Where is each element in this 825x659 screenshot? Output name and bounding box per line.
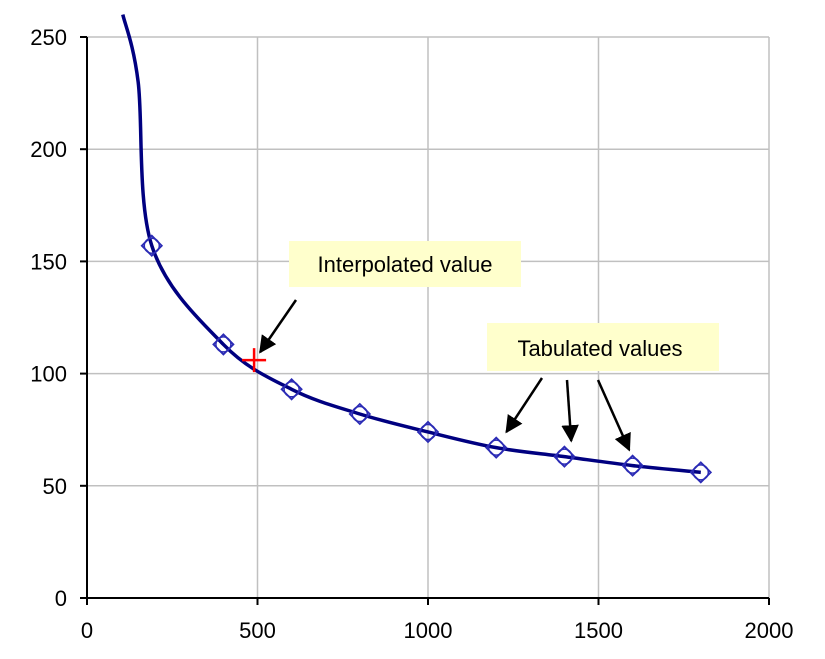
tabulated-point bbox=[621, 454, 644, 477]
y-tick-label: 250 bbox=[30, 25, 67, 50]
marker-ring bbox=[624, 457, 641, 474]
tabulated-point bbox=[348, 402, 372, 426]
marker-ring bbox=[419, 423, 437, 441]
annotation-arrow bbox=[561, 379, 579, 443]
tabulated-markers bbox=[140, 234, 713, 484]
marker-ring bbox=[351, 405, 369, 423]
x-tick-label: 500 bbox=[239, 618, 276, 643]
y-tick-label: 50 bbox=[43, 474, 67, 499]
x-tick-label: 1000 bbox=[404, 618, 453, 643]
annotations: Interpolated value Tabulated values bbox=[259, 241, 719, 452]
x-tick-label: 2000 bbox=[745, 618, 794, 643]
tabulated-point bbox=[553, 445, 576, 468]
interpolated-marker bbox=[242, 348, 267, 373]
tabulated-annotation: Tabulated values bbox=[487, 323, 719, 452]
tabulated-point bbox=[416, 420, 440, 444]
note-box bbox=[487, 323, 719, 371]
marker-ring bbox=[283, 381, 300, 398]
x-tick-labels: 0 500 1000 1500 2000 bbox=[81, 618, 794, 643]
tabulated-point bbox=[140, 234, 164, 257]
marker-ring bbox=[215, 336, 232, 353]
axes bbox=[80, 36, 770, 605]
note-label: Interpolated value bbox=[318, 252, 493, 277]
data-series bbox=[121, 14, 701, 475]
marker-ring bbox=[487, 439, 505, 456]
series-line bbox=[121, 14, 701, 475]
annotation-arrow bbox=[505, 377, 544, 434]
interpolated-annotation: Interpolated value bbox=[259, 241, 521, 354]
annotation-arrow bbox=[259, 299, 298, 354]
y-tick-label: 200 bbox=[30, 137, 67, 162]
marker-ring bbox=[692, 464, 710, 481]
y-tick-label: 150 bbox=[30, 249, 67, 274]
note-label: Tabulated values bbox=[517, 336, 682, 361]
x-tick-label: 0 bbox=[81, 618, 93, 643]
note-box bbox=[289, 241, 521, 287]
tabulated-point bbox=[280, 378, 303, 401]
grid-lines bbox=[87, 36, 770, 598]
y-tick-labels: 0 50 100 150 200 250 bbox=[30, 25, 67, 611]
y-tick-label: 100 bbox=[30, 362, 67, 387]
y-tick-label: 0 bbox=[55, 586, 67, 611]
tabulated-point bbox=[484, 436, 508, 459]
marker-ring bbox=[143, 237, 161, 254]
x-tick-label: 1500 bbox=[574, 618, 623, 643]
annotation-arrow bbox=[596, 379, 631, 452]
marker-ring bbox=[556, 448, 573, 465]
tabulated-point bbox=[689, 461, 713, 484]
tabulated-point bbox=[212, 333, 235, 356]
interpolated-point bbox=[242, 348, 267, 373]
